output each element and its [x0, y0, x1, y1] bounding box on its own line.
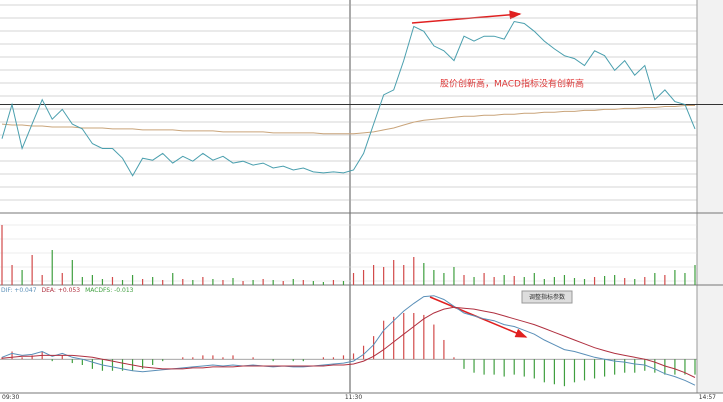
volume-bar — [453, 267, 455, 285]
volume-bar — [121, 280, 124, 285]
volume-bar — [202, 277, 204, 285]
volume-bar — [242, 281, 244, 285]
volume-bar — [533, 273, 535, 285]
volume-bar — [232, 278, 234, 285]
button[interactable] — [521, 290, 573, 304]
price-line — [1, 20, 696, 177]
volume-bar — [362, 270, 365, 285]
volume-bar — [152, 277, 154, 285]
dif-line — [1, 295, 696, 386]
volume-bar — [553, 277, 555, 285]
volume-bar — [523, 277, 525, 285]
volume-bar — [684, 273, 686, 285]
volume-bar — [644, 277, 646, 285]
volume-bar — [413, 257, 415, 285]
volume-bar — [322, 282, 324, 285]
volume-bar — [393, 260, 395, 285]
volume-bar — [21, 270, 23, 285]
legend-entry: DEA: +0.053 — [42, 287, 81, 294]
volume-bar — [342, 281, 345, 285]
arrow — [411, 10, 522, 24]
average-line — [1, 105, 695, 135]
annotation: 股价创新高，MACD指标没有创新高 — [440, 78, 584, 90]
volume-bar — [101, 279, 104, 285]
volume-bar — [11, 265, 13, 285]
volume-bar — [172, 273, 174, 285]
volume-bar — [573, 278, 576, 285]
volume-bar — [262, 279, 264, 285]
volume-bar — [91, 275, 93, 285]
volume-bar — [71, 260, 73, 285]
volume-bar — [483, 273, 485, 285]
volume-bar — [252, 280, 254, 285]
volume-bar — [41, 275, 43, 285]
volume-bar — [383, 267, 385, 285]
volume-bar — [654, 273, 656, 285]
volume-bar — [563, 275, 566, 285]
volume-bar — [674, 270, 676, 285]
volume-bar — [61, 273, 63, 285]
volume-bar — [162, 280, 164, 285]
x-tick-label: 09:30 — [2, 394, 19, 401]
legend-entry: MACDFS: -0.013 — [85, 287, 134, 294]
volume-bar — [192, 280, 194, 285]
volume-bar — [81, 277, 83, 285]
volume-bar — [403, 265, 405, 285]
volume-bar — [443, 273, 445, 285]
volume-bar — [493, 277, 495, 285]
volume-bar — [664, 275, 666, 285]
volume-bar — [433, 270, 435, 285]
volume-bar — [312, 281, 314, 285]
volume-bar — [282, 281, 284, 285]
volume-bar — [423, 263, 425, 285]
x-tick-label: 11:30 — [345, 394, 362, 401]
volume-bar — [182, 279, 184, 285]
x-tick-label: 14:57 — [699, 394, 716, 401]
legend-entry: DIF: +0.047 — [1, 287, 37, 294]
volume-bar — [543, 279, 545, 285]
volume-bar — [634, 279, 636, 285]
volume-bar — [373, 265, 375, 285]
volume-bar — [473, 277, 475, 285]
volume-bar — [332, 280, 335, 285]
dea-line — [1, 306, 696, 378]
volume-bar — [614, 275, 616, 285]
volume-bar — [463, 275, 465, 285]
volume-bar — [131, 275, 134, 285]
volume-bar — [513, 276, 515, 285]
volume-bar — [222, 280, 224, 285]
volume-bar — [624, 278, 626, 285]
volume-bar — [302, 280, 304, 285]
button-label[interactable]: 调整指标参数 — [529, 293, 565, 301]
volume-bar — [292, 279, 294, 285]
volume-bar — [352, 273, 355, 285]
right-strip — [697, 0, 723, 393]
volume-bar — [593, 277, 596, 285]
volume-bar — [142, 279, 144, 285]
volume-bar — [111, 277, 114, 285]
volume-bar — [31, 255, 33, 285]
volume-bar — [694, 265, 696, 285]
volume-bar — [583, 279, 586, 285]
volume-bar — [604, 276, 606, 285]
volume-bar — [272, 280, 274, 285]
volume-bar — [51, 250, 53, 285]
volume-bar — [503, 275, 505, 285]
volume-bar — [212, 279, 214, 285]
volume-bar — [1, 225, 3, 285]
